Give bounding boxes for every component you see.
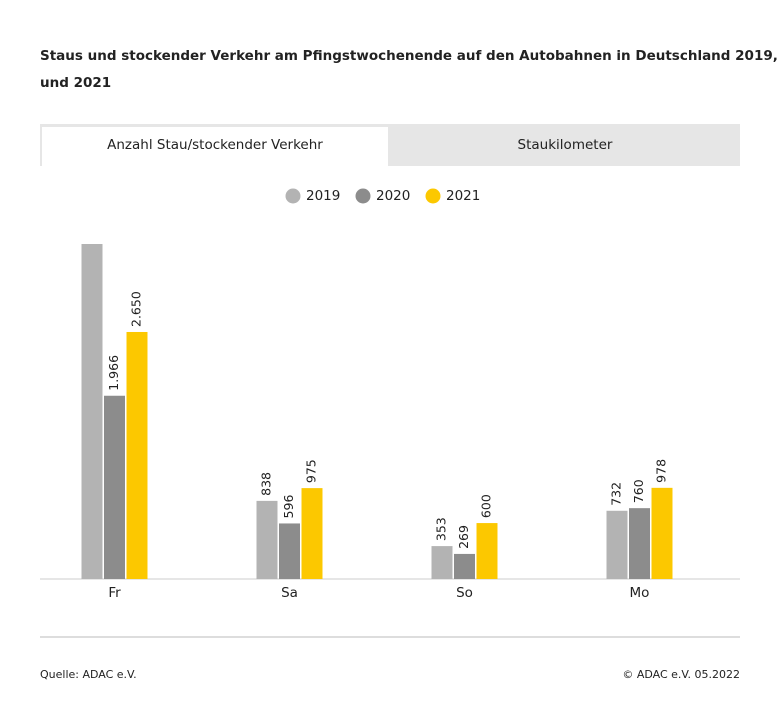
- x-tick-label: Fr: [108, 585, 121, 601]
- tab-label[interactable]: Staukilometer: [518, 137, 613, 153]
- active-tab[interactable]: [42, 127, 388, 166]
- x-tick-label: Mo: [630, 585, 650, 601]
- legend-label: 2021: [446, 188, 480, 204]
- bar: [104, 395, 125, 579]
- x-tick-label: So: [456, 585, 473, 601]
- legend-label: 2019: [306, 188, 340, 204]
- x-tick-label: Sa: [281, 585, 298, 601]
- legend-swatch: [285, 188, 301, 204]
- value-label: 269: [456, 525, 471, 549]
- bar: [431, 546, 453, 579]
- value-label: 2.650: [129, 291, 144, 327]
- bar: [476, 523, 498, 579]
- legend-swatch: [355, 188, 371, 204]
- bar: [279, 523, 300, 579]
- copyright: © ADAC e.V. 05.2022: [622, 668, 740, 681]
- value-label: 1.966: [106, 355, 121, 391]
- tab-label[interactable]: Anzahl Stau/stockender Verkehr: [107, 137, 323, 153]
- bar: [256, 500, 278, 579]
- source: Quelle: ADAC e.V.: [40, 668, 137, 681]
- bar: [126, 331, 148, 579]
- value-label: 353: [434, 517, 449, 541]
- bar: [301, 488, 323, 579]
- bar: [651, 487, 673, 579]
- value-label: 975: [304, 459, 319, 483]
- legend-swatch: [425, 188, 441, 204]
- legend-label: 2020: [376, 188, 410, 204]
- title-line: und 2021: [40, 75, 111, 91]
- value-label: 978: [654, 459, 669, 483]
- value-label: 732: [609, 482, 624, 506]
- bar: [454, 553, 475, 579]
- value-label: 838: [259, 472, 274, 496]
- bar: [81, 244, 103, 579]
- value-label: 600: [479, 494, 494, 518]
- bar: [606, 510, 628, 579]
- value-label: 596: [281, 495, 296, 519]
- title-line: Staus und stockender Verkehr am Pfingstw…: [40, 48, 778, 64]
- bar: [629, 508, 650, 579]
- value-label: 760: [631, 479, 646, 503]
